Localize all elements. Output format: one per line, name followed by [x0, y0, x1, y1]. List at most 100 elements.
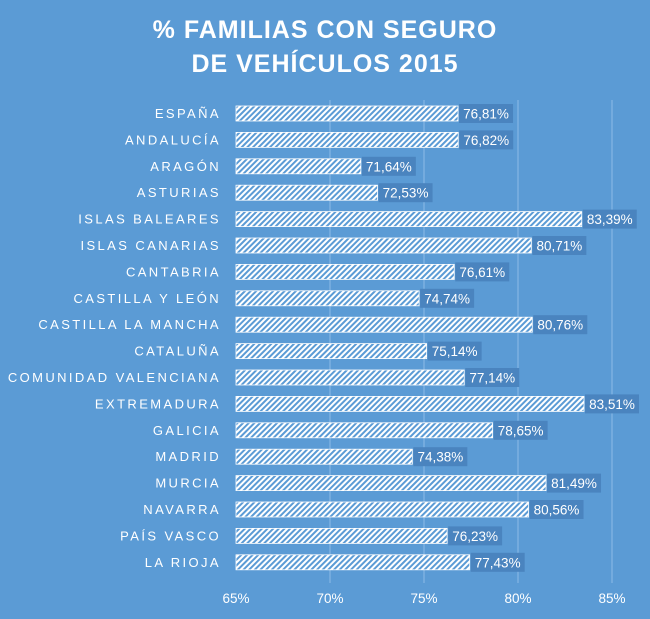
data-label-box [493, 420, 548, 440]
category-label: MURCIA [155, 476, 221, 491]
data-label-box [459, 130, 514, 150]
data-label: 83,51% [584, 394, 639, 414]
data-label: 72,53% [378, 183, 433, 203]
chart-title: % FAMILIAS CON SEGURO DE VEHÍCULOS 2015 [153, 16, 498, 78]
data-label-box [465, 368, 520, 387]
x-tick-label: 70% [316, 591, 343, 606]
data-label-text: 80,56% [534, 503, 580, 518]
x-tick-label: 80% [504, 591, 531, 606]
category-label: CATALUÑA [134, 344, 221, 359]
bar [235, 448, 413, 465]
data-label-text: 83,39% [587, 212, 633, 227]
data-label: 81,49% [547, 473, 602, 493]
data-label: 80,76% [533, 315, 588, 335]
data-label-text: 80,76% [537, 318, 583, 333]
data-label-text: 80,71% [536, 239, 582, 254]
data-label-box [584, 394, 639, 414]
bar [235, 316, 533, 333]
data-label-text: 71,64% [366, 159, 412, 174]
data-label-box [470, 552, 525, 572]
data-label-box [459, 104, 514, 123]
data-label: 71,64% [361, 156, 416, 176]
category-label: ANDALUCÍA [125, 132, 221, 147]
category-label: CANTABRIA [126, 264, 221, 279]
data-label-text: 83,51% [589, 397, 635, 412]
category-label: NAVARRA [143, 502, 221, 517]
chart-title-line-1: % FAMILIAS CON SEGURO [153, 16, 498, 44]
data-label-box [529, 500, 584, 519]
data-label: 80,71% [532, 236, 587, 255]
bar [235, 528, 448, 544]
data-label-box [413, 447, 468, 467]
data-label: 78,65% [493, 420, 548, 440]
category-label: MADRID [155, 449, 221, 464]
data-label-box [448, 526, 503, 546]
category-label: ISLAS BALEARES [78, 212, 221, 227]
category-label: PAÍS VASCO [120, 528, 221, 543]
data-label-text: 72,53% [383, 186, 429, 201]
data-label: 74,74% [420, 288, 475, 308]
data-label-text: 76,61% [459, 265, 505, 280]
data-label: 76,23% [448, 526, 503, 546]
bar [235, 158, 362, 175]
data-label-text: 74,74% [424, 291, 470, 306]
data-label-box [420, 288, 475, 308]
bar [235, 184, 378, 201]
bar [235, 554, 471, 571]
data-label-box [361, 156, 416, 176]
bar [235, 211, 583, 228]
chart-title-line-2: DE VEHÍCULOS 2015 [191, 49, 458, 78]
data-label-text: 76,82% [463, 133, 509, 148]
bar [235, 369, 465, 386]
bar [235, 105, 459, 122]
data-label: 77,14% [465, 368, 520, 387]
bar [235, 422, 494, 439]
data-label-text: 76,81% [463, 107, 509, 122]
data-label: 76,61% [455, 262, 510, 282]
data-label-text: 75,14% [432, 344, 478, 359]
category-label: ARAGÓN [150, 159, 221, 174]
category-label: COMUNIDAD VALENCIANA [8, 370, 221, 385]
category-label: ESPAÑA [155, 106, 221, 121]
category-label: GALICIA [153, 423, 221, 438]
data-label: 74,38% [413, 447, 468, 467]
bar [235, 263, 455, 280]
data-label: 76,82% [459, 130, 514, 150]
data-label-box [582, 209, 637, 229]
data-label-box [427, 341, 482, 361]
bars [235, 105, 585, 571]
bar [235, 475, 547, 492]
data-label-text: 77,43% [475, 555, 521, 570]
data-label: 80,56% [529, 500, 584, 519]
data-label-text: 74,38% [417, 450, 463, 465]
data-label: 83,39% [582, 209, 637, 229]
data-label-text: 81,49% [551, 476, 597, 491]
data-label: 76,81% [459, 104, 514, 123]
data-labels: 76,81% 76,82% 71,64% 72,53% 83,39% 80,71% 76,6… [361, 104, 639, 572]
category-label: CASTILLA Y LEÓN [73, 291, 221, 306]
bar [235, 501, 529, 518]
x-tick-label: 75% [410, 591, 437, 606]
category-label: LA RIOJA [145, 555, 221, 570]
x-axis-tick-labels: 65% 70% 75% 80% 85% [222, 591, 625, 606]
data-label: 77,43% [470, 552, 525, 572]
bar [235, 395, 585, 412]
data-label-box [455, 262, 510, 282]
category-label: CASTILLA LA MANCHA [38, 317, 221, 332]
bar [235, 343, 428, 360]
data-label: 75,14% [427, 341, 482, 361]
data-label-box [378, 183, 433, 203]
data-label-box [547, 473, 602, 493]
category-label: EXTREMADURA [95, 396, 221, 411]
data-label-text: 78,65% [498, 423, 544, 438]
x-tick-label: 85% [598, 591, 625, 606]
x-tick-label: 65% [222, 591, 249, 606]
data-label-box [532, 236, 587, 255]
category-labels: ESPAÑA ANDALUCÍA ARAGÓN ASTURIAS ISLAS BALEA… [8, 106, 221, 570]
data-label-text: 76,23% [452, 529, 498, 544]
data-label-text: 77,14% [469, 371, 515, 386]
bar [235, 237, 532, 254]
bar [235, 290, 420, 307]
category-label: ISLAS CANARIAS [80, 238, 221, 253]
